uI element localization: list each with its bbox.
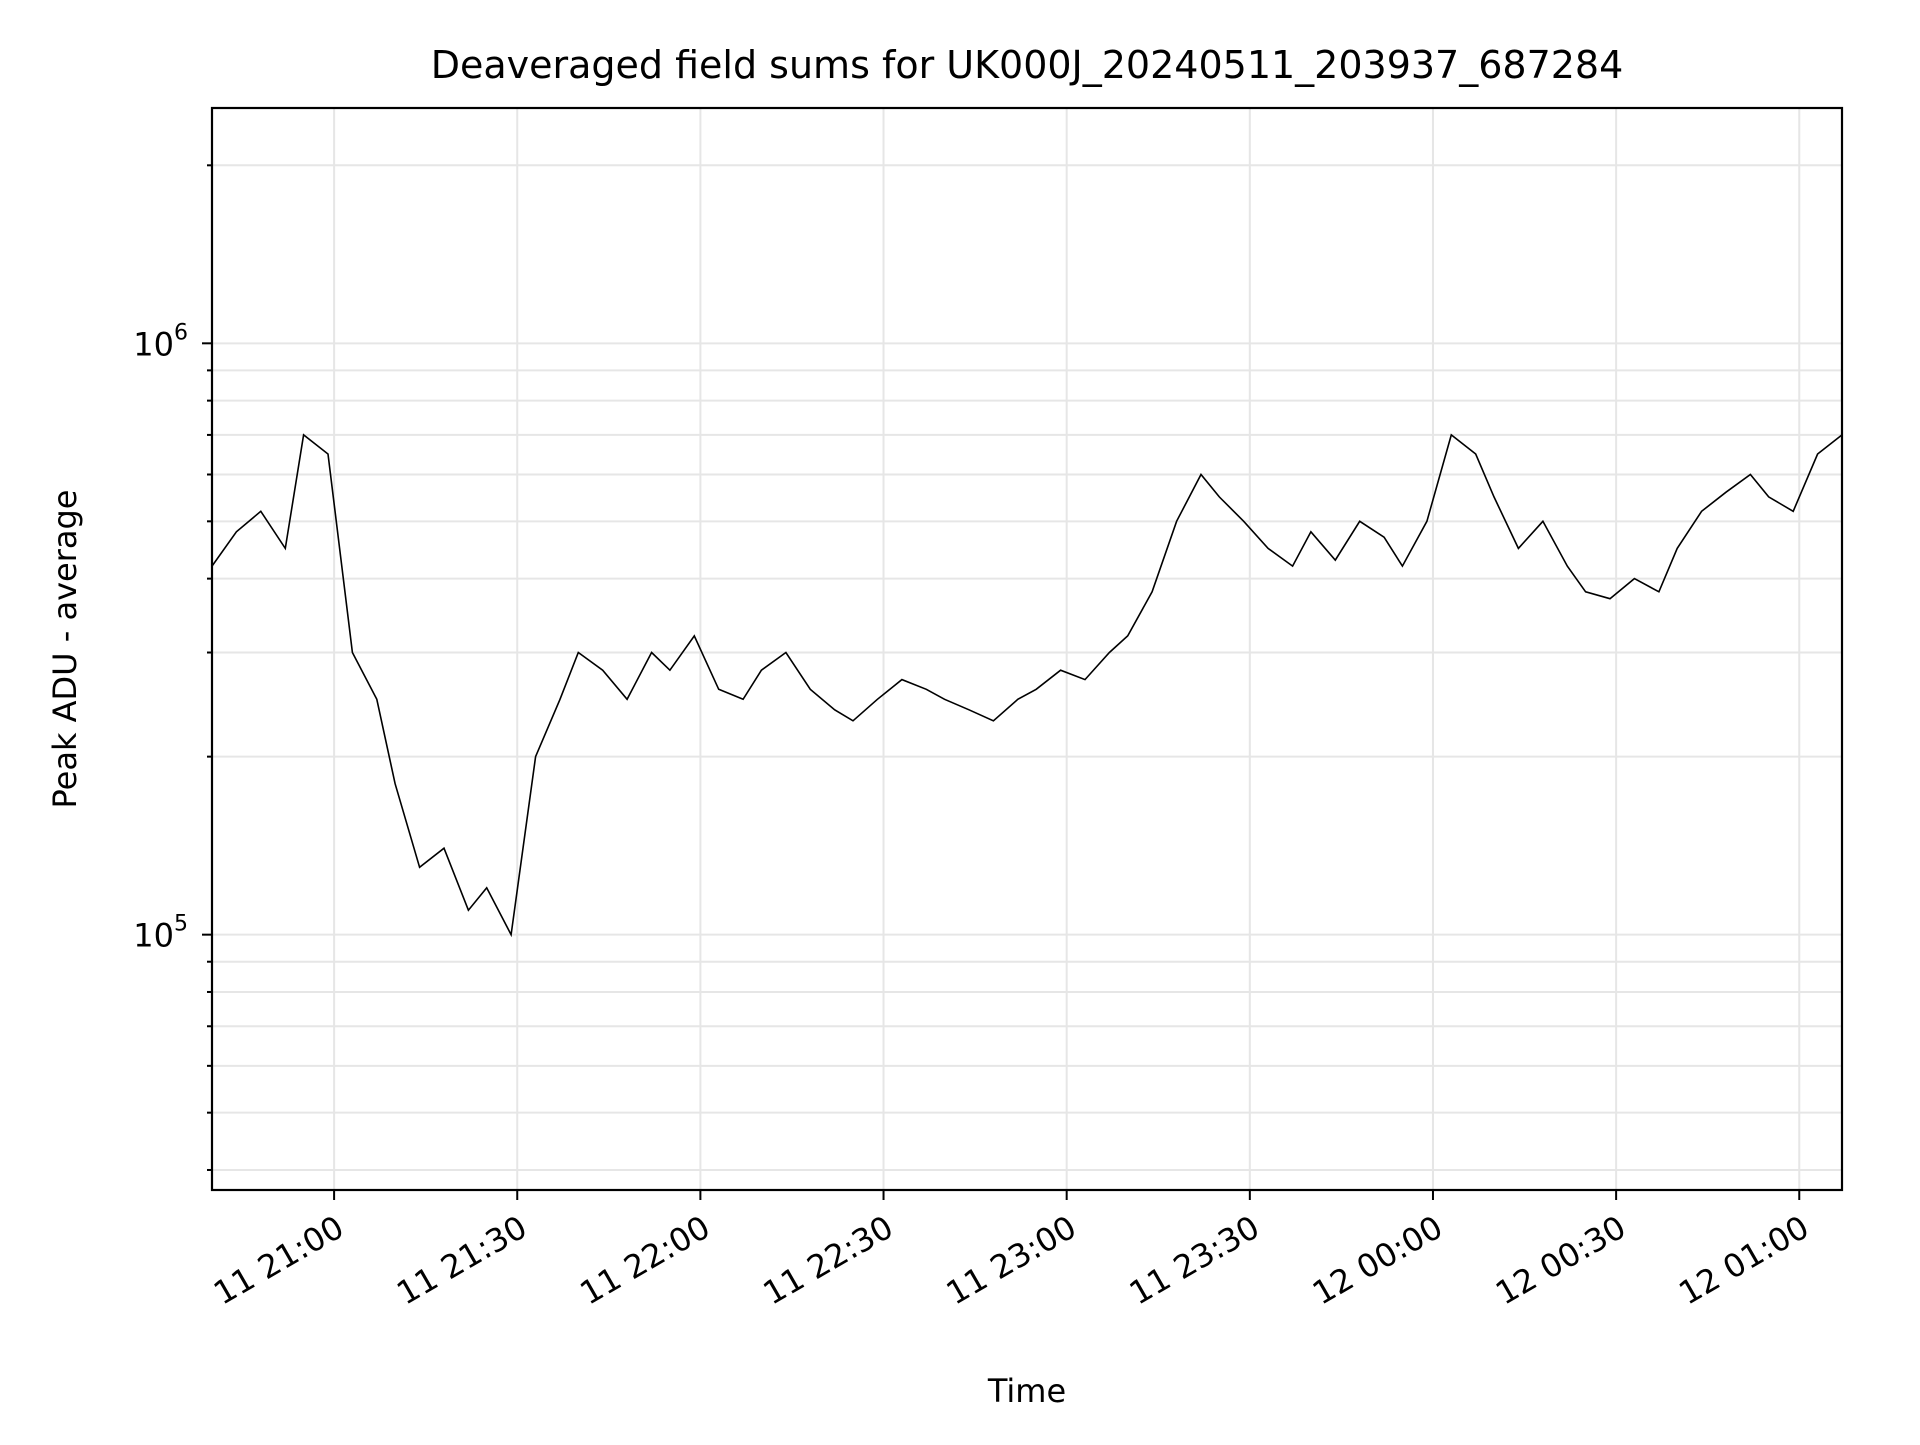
x-tick-label: 12 01:00 [1672,1208,1815,1312]
x-axis-label: Time [987,1372,1066,1410]
grid-layer [212,108,1842,1190]
y-tick-label: 106 [133,320,188,363]
data-layer [211,433,1843,938]
x-tick-label: 11 21:30 [390,1208,533,1312]
x-tick-label: 11 23:30 [1123,1208,1266,1312]
x-tick-label: 11 22:00 [573,1208,716,1312]
x-tick-label: 12 00:00 [1306,1208,1449,1312]
x-tick-label: 12 00:30 [1489,1208,1632,1312]
x-tick-label: 11 21:00 [207,1208,350,1312]
chart-title: Deaveraged field sums for UK000J_2024051… [431,43,1624,87]
series-line [211,433,1843,938]
plot-frame [210,106,1844,1192]
y-axis-label: Peak ADU - average [46,490,84,809]
x-tick-label: 11 22:30 [757,1208,900,1312]
y-tick-label: 105 [133,912,188,955]
x-tick-label: 11 23:00 [940,1208,1083,1312]
